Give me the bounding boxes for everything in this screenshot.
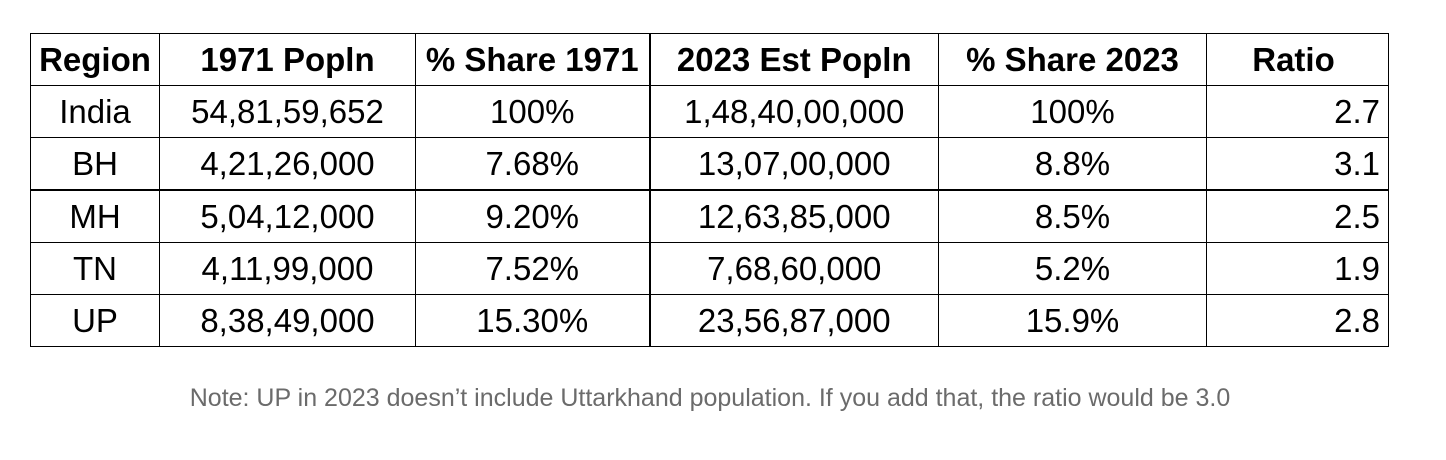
header-share-1971: % Share 1971 <box>415 33 650 86</box>
cell-2023-popln: 23,56,87,000 <box>648 294 939 347</box>
cell-ratio: 2.7 <box>1206 85 1389 138</box>
header-share-2023: % Share 2023 <box>938 33 1207 86</box>
cell-region: India <box>30 85 160 138</box>
cell-ratio: 2.8 <box>1206 294 1389 347</box>
cell-ratio: 1.9 <box>1206 242 1389 295</box>
cell-share-2023: 8.8% <box>938 137 1207 191</box>
cell-ratio: 2.5 <box>1206 189 1389 243</box>
cell-share-1971: 7.68% <box>415 137 650 191</box>
cell-1971-popln: 4,11,99,000 <box>159 242 416 295</box>
header-1971-popln: 1971 Popln <box>159 33 416 86</box>
table-row: UP 8,38,49,000 15.30% 23,56,87,000 15.9%… <box>30 294 1389 347</box>
cell-2023-popln: 1,48,40,00,000 <box>648 85 939 138</box>
cell-region: BH <box>30 137 160 191</box>
cell-share-2023: 8.5% <box>938 189 1207 243</box>
cell-1971-popln: 4,21,26,000 <box>159 137 416 191</box>
header-ratio: Ratio <box>1206 33 1389 86</box>
header-row: Region 1971 Popln % Share 1971 2023 Est … <box>30 33 1389 86</box>
cell-share-2023: 5.2% <box>938 242 1207 295</box>
cell-2023-popln: 12,63,85,000 <box>648 189 939 243</box>
cell-ratio: 3.1 <box>1206 137 1389 191</box>
cell-2023-popln: 13,07,00,000 <box>648 137 939 191</box>
cell-share-1971: 100% <box>415 85 650 138</box>
table-row: MH 5,04,12,000 9.20% 12,63,85,000 8.5% 2… <box>30 189 1389 243</box>
table-row: TN 4,11,99,000 7.52% 7,68,60,000 5.2% 1.… <box>30 242 1389 295</box>
table-row: BH 4,21,26,000 7.68% 13,07,00,000 8.8% 3… <box>30 137 1389 191</box>
cell-region: MH <box>30 189 160 243</box>
header-region: Region <box>30 33 160 86</box>
cell-share-1971: 7.52% <box>415 242 650 295</box>
cell-region: TN <box>30 242 160 295</box>
cell-1971-popln: 8,38,49,000 <box>159 294 416 347</box>
cell-2023-popln: 7,68,60,000 <box>648 242 939 295</box>
table-note: Note: UP in 2023 doesn’t include Uttarkh… <box>189 384 1231 412</box>
cell-share-2023: 100% <box>938 85 1207 138</box>
population-table-container: Region 1971 Popln % Share 1971 2023 Est … <box>30 33 1389 347</box>
cell-share-1971: 15.30% <box>415 294 650 347</box>
cell-share-1971: 9.20% <box>415 189 650 243</box>
cell-1971-popln: 54,81,59,652 <box>159 85 416 138</box>
cell-share-2023: 15.9% <box>938 294 1207 347</box>
header-2023-est-popln: 2023 Est Popln <box>648 33 939 86</box>
table-row: India 54,81,59,652 100% 1,48,40,00,000 1… <box>30 85 1389 138</box>
cell-region: UP <box>30 294 160 347</box>
cell-1971-popln: 5,04,12,000 <box>159 189 416 243</box>
population-table: Region 1971 Popln % Share 1971 2023 Est … <box>30 33 1389 347</box>
